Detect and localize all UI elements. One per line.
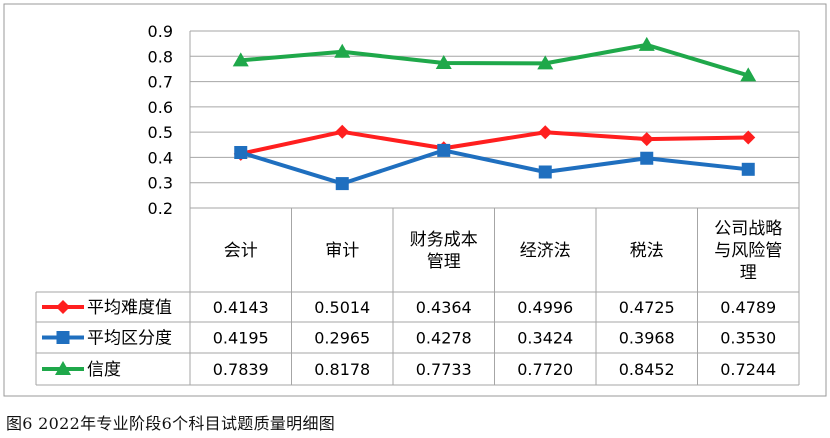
y-tick-label: 0.7 xyxy=(148,73,173,92)
x-category-label: 管理 xyxy=(427,252,461,272)
data-point xyxy=(538,165,552,179)
legend-entry-name: 平均难度值 xyxy=(87,298,172,318)
data-point xyxy=(435,55,452,70)
data-point xyxy=(640,151,654,165)
x-category-label: 会计 xyxy=(224,241,258,261)
table-value: 0.4364 xyxy=(416,298,472,317)
table-value: 0.3968 xyxy=(619,329,675,348)
data-point xyxy=(232,52,249,67)
table-value: 0.4278 xyxy=(416,329,472,348)
x-category-label: 财务成本 xyxy=(410,230,478,250)
data-point xyxy=(335,177,349,191)
data-point xyxy=(437,143,451,157)
y-tick-label: 0.5 xyxy=(148,123,173,142)
table-value: 0.4143 xyxy=(213,298,269,317)
table-value: 0.3424 xyxy=(517,329,573,348)
y-tick-label: 0.3 xyxy=(148,174,173,193)
x-category-label: 经济法 xyxy=(520,241,571,261)
series-line xyxy=(240,129,749,156)
x-category-label: 与风险管 xyxy=(714,241,782,261)
table-value: 0.7244 xyxy=(720,360,776,379)
data-point xyxy=(741,130,756,145)
table-value: 0.3530 xyxy=(720,329,776,348)
table-value: 0.2965 xyxy=(314,329,370,348)
chart-frame-border xyxy=(3,3,827,397)
x-category-label: 理 xyxy=(740,263,757,283)
table-value: 0.5014 xyxy=(314,298,370,317)
chart-container: 0.9 0.8 0.7 0.6 0.5 0.4 0.3 0.2 会计 审计 财务成本 管理 经济法 税法 公… xyxy=(3,3,827,397)
table-value: 0.7733 xyxy=(416,360,472,379)
data-point xyxy=(740,67,757,82)
table-value: 0.4789 xyxy=(720,298,776,317)
table-value: 0.4195 xyxy=(213,329,269,348)
data-point xyxy=(639,132,654,147)
legend-key-marker xyxy=(56,331,70,344)
data-point xyxy=(741,162,755,176)
data-point xyxy=(334,43,351,58)
y-tick-label: 0.4 xyxy=(148,148,173,167)
data-point xyxy=(335,124,350,139)
table-value: 0.7839 xyxy=(213,360,269,379)
x-category-label: 税法 xyxy=(630,241,664,261)
legend-entry-name: 信度 xyxy=(87,360,121,380)
y-tick-label: 0.2 xyxy=(148,199,173,218)
x-category-label: 审计 xyxy=(325,241,359,261)
data-point xyxy=(234,145,248,159)
table-value: 0.7720 xyxy=(517,360,573,379)
series-line xyxy=(240,148,749,186)
series-line xyxy=(240,42,749,78)
table-value: 0.8178 xyxy=(314,360,370,379)
y-tick-label: 0.9 xyxy=(148,22,173,41)
data-point xyxy=(537,55,554,70)
legend-key-marker xyxy=(55,361,71,375)
figure-caption: 图6 2022年专业阶段6个科目试题质量明细图 xyxy=(6,414,336,433)
data-point xyxy=(638,36,655,51)
table-value: 0.4725 xyxy=(619,298,675,317)
y-tick-label: 0.8 xyxy=(148,47,173,66)
table-value: 0.8452 xyxy=(619,360,675,379)
legend-key-marker xyxy=(56,300,70,314)
data-point xyxy=(538,125,553,140)
y-tick-label: 0.6 xyxy=(148,98,173,117)
x-category-label: 公司战略 xyxy=(714,219,782,239)
legend-entry-name: 平均区分度 xyxy=(87,329,172,349)
table-value: 0.4996 xyxy=(517,298,573,317)
